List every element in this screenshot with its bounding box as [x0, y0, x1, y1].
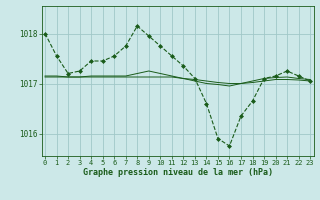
X-axis label: Graphe pression niveau de la mer (hPa): Graphe pression niveau de la mer (hPa)	[83, 168, 273, 177]
